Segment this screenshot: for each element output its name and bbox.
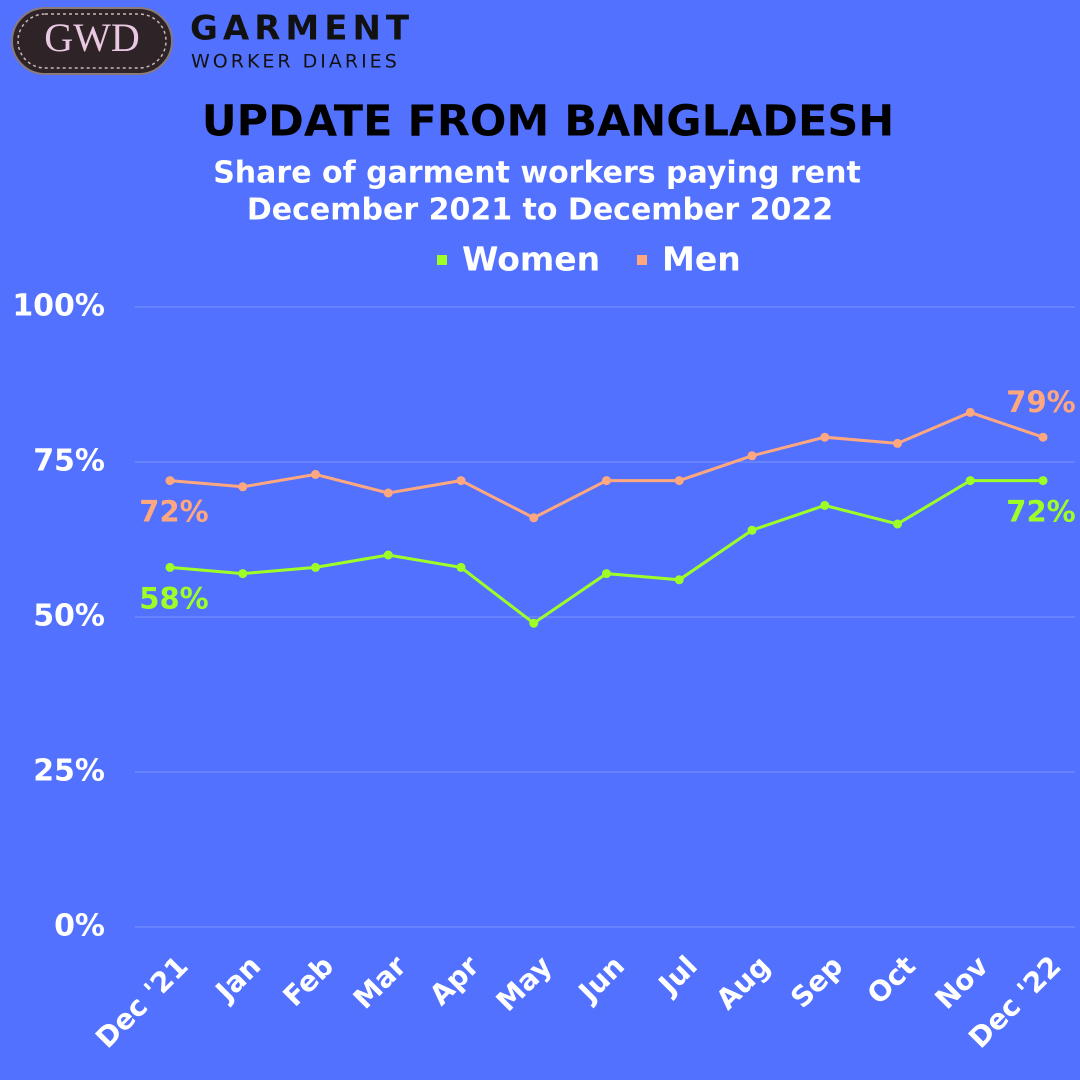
- data-point: [165, 562, 175, 572]
- data-point: [747, 525, 757, 535]
- logo-tagline: WORKER DIARIES: [191, 51, 400, 73]
- logo-name: GARMENT: [190, 9, 414, 49]
- y-tick-label: 50%: [33, 599, 105, 634]
- data-point: [529, 513, 539, 523]
- data-point: [456, 562, 466, 572]
- data-point: [820, 432, 830, 442]
- y-tick-label: 100%: [12, 289, 105, 324]
- data-point: [1038, 476, 1048, 486]
- y-tick-label: 75%: [33, 444, 105, 479]
- data-point: [965, 476, 975, 486]
- value-label: 79%: [1006, 385, 1075, 419]
- chart-title: UPDATE FROM BANGLADESH: [202, 97, 895, 147]
- data-point: [238, 482, 248, 492]
- data-point: [165, 476, 175, 486]
- data-point: [529, 618, 539, 628]
- data-point: [311, 469, 320, 479]
- chart-subtitle: December 2021 to December 2022: [247, 193, 833, 228]
- data-point: [674, 575, 684, 585]
- y-tick-label: 25%: [33, 754, 105, 789]
- data-point: [456, 476, 466, 486]
- chart-subtitle: Share of garment workers paying rent: [213, 156, 861, 191]
- legend-label: Men: [662, 240, 741, 279]
- data-point: [238, 569, 248, 579]
- data-point: [747, 451, 757, 461]
- data-point: [1038, 432, 1048, 442]
- data-point: [893, 519, 902, 529]
- data-point: [674, 476, 684, 486]
- data-point: [965, 407, 975, 417]
- logo-badge: [11, 7, 173, 75]
- legend-label: Women: [462, 240, 600, 279]
- data-point: [820, 500, 830, 510]
- y-tick-label: 0%: [54, 909, 105, 944]
- data-point: [602, 476, 611, 486]
- legend-marker: [437, 255, 447, 265]
- value-label: 72%: [1006, 495, 1075, 529]
- logo-stitch: [17, 13, 167, 69]
- logo-badge-text: GWD: [44, 15, 140, 60]
- data-point: [602, 569, 611, 579]
- data-point: [311, 562, 320, 572]
- data-point: [383, 488, 393, 498]
- legend-marker: [637, 255, 647, 265]
- value-label: 58%: [139, 581, 208, 615]
- value-label: 72%: [139, 495, 208, 529]
- data-point: [893, 438, 902, 448]
- data-point: [383, 550, 393, 560]
